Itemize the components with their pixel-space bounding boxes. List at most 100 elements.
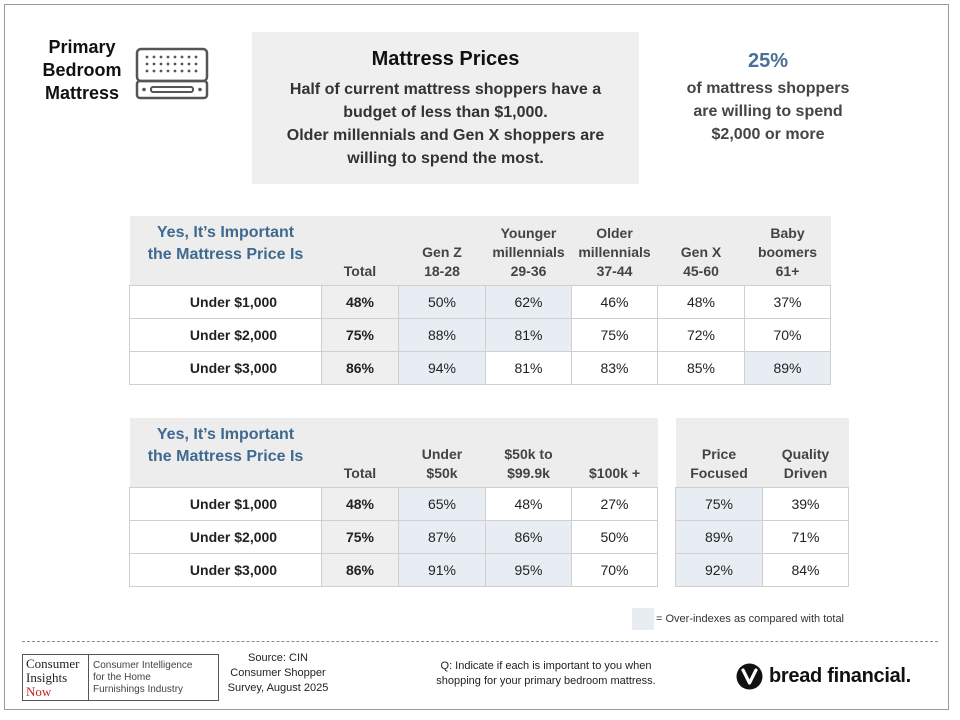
header-line: Price <box>701 445 737 462</box>
total-cell: 48% <box>321 486 399 521</box>
table-body: Under $1,000 48% 65% 48% 27% Under $2,000 75% 8… <box>129 486 659 587</box>
legend-swatch <box>632 608 654 630</box>
value-cell: 91% <box>398 552 486 587</box>
header-line: $99.9k <box>507 464 550 481</box>
legend-text: = Over-indexes as compared with total <box>656 613 845 625</box>
question-line: the Mattress Price Is <box>147 448 304 466</box>
key-stat-value: 25% <box>747 50 789 72</box>
header-line: Quality <box>781 445 830 462</box>
value-cell: 85% <box>657 350 745 385</box>
bread-logo-text: bread financial. <box>769 665 911 688</box>
headline-box: Mattress Prices Half of current mattress… <box>252 32 639 184</box>
table-body: Under $1,000 48% 50% 62% 46% 48% 37% Under $2,0… <box>129 284 831 385</box>
question-note: Q: Indicate if each is important to you … <box>414 659 678 689</box>
value-cell: 39% <box>762 486 849 521</box>
total-cell: 48% <box>321 284 399 319</box>
logo-line: Furnishings Industry <box>93 684 184 695</box>
value-cell: 86% <box>485 519 572 554</box>
header-line: millennials <box>578 243 651 260</box>
header-line: 45-60 <box>683 262 719 279</box>
logo-line: Now <box>26 684 52 699</box>
cin-logo-mark: Consumer Insights Now <box>23 655 89 700</box>
column-header-price-focused: Price Focused <box>675 418 763 487</box>
question-note-line: Q: Indicate if each is important to you … <box>440 660 652 672</box>
table-row: Under $3,000 86% 91% 95% 70% <box>129 552 659 587</box>
logo-line: Insights <box>26 670 68 685</box>
shopper-type-table: Price Focused Quality Driven 75% 39% 89% 71% 9… <box>675 418 849 587</box>
row-label: Under $1,000 <box>129 284 322 319</box>
key-stat-line: of mattress shoppers <box>686 80 850 97</box>
row-label: Under $3,000 <box>129 552 322 587</box>
source-line: Source: CIN <box>248 652 308 664</box>
income-table: Yes, It’s Important the Mattress Price I… <box>129 418 659 587</box>
value-cell: 89% <box>744 350 831 385</box>
header-line: Focused <box>690 464 748 481</box>
header-line: boomers <box>757 243 818 260</box>
source-note: Source: CIN Consumer Shopper Survey, Aug… <box>220 651 336 696</box>
header-line: 61+ <box>775 262 800 279</box>
table-row: 75% 39% <box>675 486 849 521</box>
value-cell: 75% <box>571 317 658 352</box>
column-header-total: Total <box>321 418 399 487</box>
bread-financial-logo: bread financial. <box>736 663 911 690</box>
value-cell: 46% <box>571 284 658 319</box>
table-row: Under $1,000 48% 65% 48% 27% <box>129 486 659 521</box>
key-stat: 25% of mattress shoppers are willing to … <box>670 50 866 146</box>
question-line: Yes, It’s Important <box>156 426 295 444</box>
question-header: Yes, It’s Important the Mattress Price I… <box>129 216 322 285</box>
section-title: Primary Bedroom Mattress <box>30 36 134 105</box>
table-row: 92% 84% <box>675 552 849 587</box>
key-stat-line: $2,000 or more <box>711 126 825 143</box>
headline-title: Mattress Prices <box>371 48 520 70</box>
header-line: Gen X <box>680 243 722 260</box>
header-line: Total <box>343 464 377 481</box>
column-header-100k-plus: $100k + <box>571 418 658 487</box>
column-header-younger-millennials: Younger millennials 29-36 <box>485 216 572 285</box>
value-cell: 37% <box>744 284 831 319</box>
value-cell: 81% <box>485 317 572 352</box>
table-row: Under $1,000 48% 50% 62% 46% 48% 37% <box>129 284 831 319</box>
row-label: Under $2,000 <box>129 519 322 554</box>
slide-frame <box>4 4 949 710</box>
question-header: Yes, It’s Important the Mattress Price I… <box>129 418 322 487</box>
total-cell: 86% <box>321 552 399 587</box>
value-cell: 50% <box>571 519 658 554</box>
headline-line: Half of current mattress shoppers have a <box>289 81 602 98</box>
header-line: Gen Z <box>422 243 462 260</box>
value-cell: 48% <box>657 284 745 319</box>
header-line: millennials <box>492 243 565 260</box>
question-line: the Mattress Price Is <box>147 246 304 264</box>
section-title-line: Primary <box>48 37 116 57</box>
value-cell: 88% <box>398 317 486 352</box>
table-header-row: Price Focused Quality Driven <box>675 418 849 487</box>
column-header-gen-x: Gen X 45-60 <box>657 216 745 285</box>
header-line: 29-36 <box>510 262 547 279</box>
cin-logo-text: Consumer Intelligence for the Home Furni… <box>89 655 218 700</box>
column-header-baby-boomers: Baby boomers 61+ <box>744 216 831 285</box>
value-cell: 71% <box>762 519 849 554</box>
question-note-line: shopping for your primary bedroom mattre… <box>436 675 656 687</box>
table-header-row: Yes, It’s Important the Mattress Price I… <box>129 418 659 487</box>
row-label: Under $3,000 <box>129 350 322 385</box>
table-row: Under $3,000 86% 94% 81% 83% 85% 89% <box>129 350 831 385</box>
value-cell: 72% <box>657 317 745 352</box>
headline-body: Half of current mattress shoppers have a… <box>252 78 639 170</box>
value-cell: 50% <box>398 284 486 319</box>
header-line: Older <box>596 224 633 241</box>
value-cell: 75% <box>675 486 763 521</box>
value-cell: 92% <box>675 552 763 587</box>
table-header-row: Yes, It’s Important the Mattress Price I… <box>129 216 831 285</box>
table-row: Under $2,000 75% 87% 86% 50% <box>129 519 659 554</box>
value-cell: 48% <box>485 486 572 521</box>
total-cell: 86% <box>321 350 399 385</box>
table-row: Under $2,000 75% 88% 81% 75% 72% 70% <box>129 317 831 352</box>
table-row: 89% 71% <box>675 519 849 554</box>
header-line: 18-28 <box>424 262 460 279</box>
source-line: Consumer Shopper <box>230 667 326 679</box>
value-cell: 83% <box>571 350 658 385</box>
total-cell: 75% <box>321 519 399 554</box>
bread-logo-icon <box>736 663 763 690</box>
logo-line: for the Home <box>93 672 151 683</box>
question-line: Yes, It’s Important <box>156 224 295 242</box>
mattress-icon <box>135 47 209 100</box>
